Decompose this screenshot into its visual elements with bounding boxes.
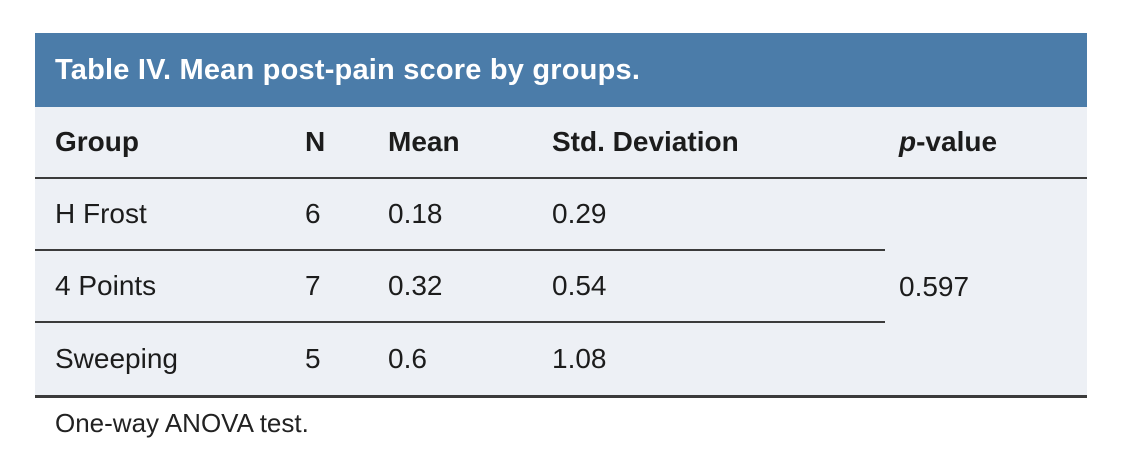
p-value-rest: -value xyxy=(916,126,998,157)
n-cell: 7 xyxy=(305,250,388,323)
group-cell: Sweeping xyxy=(55,342,178,374)
n-cell: 5 xyxy=(305,342,321,374)
p-value-italic-p: p xyxy=(899,126,917,157)
mean-cell: 0.6 xyxy=(388,342,427,374)
table-row: H Frost 6 0.18 0.29 0.597 xyxy=(35,178,1087,302)
sd-cell: 1.08 xyxy=(552,342,607,374)
column-header-mean: Mean xyxy=(388,107,552,179)
column-header-n: N xyxy=(305,107,388,179)
column-header-p-value: p-value xyxy=(885,107,1087,179)
table-row: Sweeping 5 0.6 1.08 xyxy=(35,322,1087,396)
header-row: Group N Mean Std. Deviation p-value xyxy=(35,107,1087,179)
n-cell: 6 xyxy=(305,178,388,251)
sd-cell: 0.29 xyxy=(552,178,885,251)
data-table: Group N Mean Std. Deviation p-value H Fr… xyxy=(35,107,1087,398)
group-cell: 4 Points xyxy=(35,250,305,323)
table-title-bar: Table IV. Mean post-pain score by groups… xyxy=(35,33,1087,107)
table-iv: Table IV. Mean post-pain score by groups… xyxy=(35,33,1087,439)
group-cell: H Frost xyxy=(35,178,305,251)
column-header-std-deviation: Std. Deviation xyxy=(552,107,885,179)
table-title: Table IV. Mean post-pain score by groups… xyxy=(55,53,641,86)
mean-cell: 0.32 xyxy=(388,250,552,323)
table-footnote: One-way ANOVA test. xyxy=(55,407,309,438)
sd-cell: 0.54 xyxy=(552,250,885,323)
column-header-group: Group xyxy=(35,107,305,179)
table-row: 4 Points 7 0.32 0.54 xyxy=(35,250,1087,323)
mean-cell: 0.18 xyxy=(388,178,552,251)
p-value-cell: 0.597 xyxy=(899,270,970,302)
